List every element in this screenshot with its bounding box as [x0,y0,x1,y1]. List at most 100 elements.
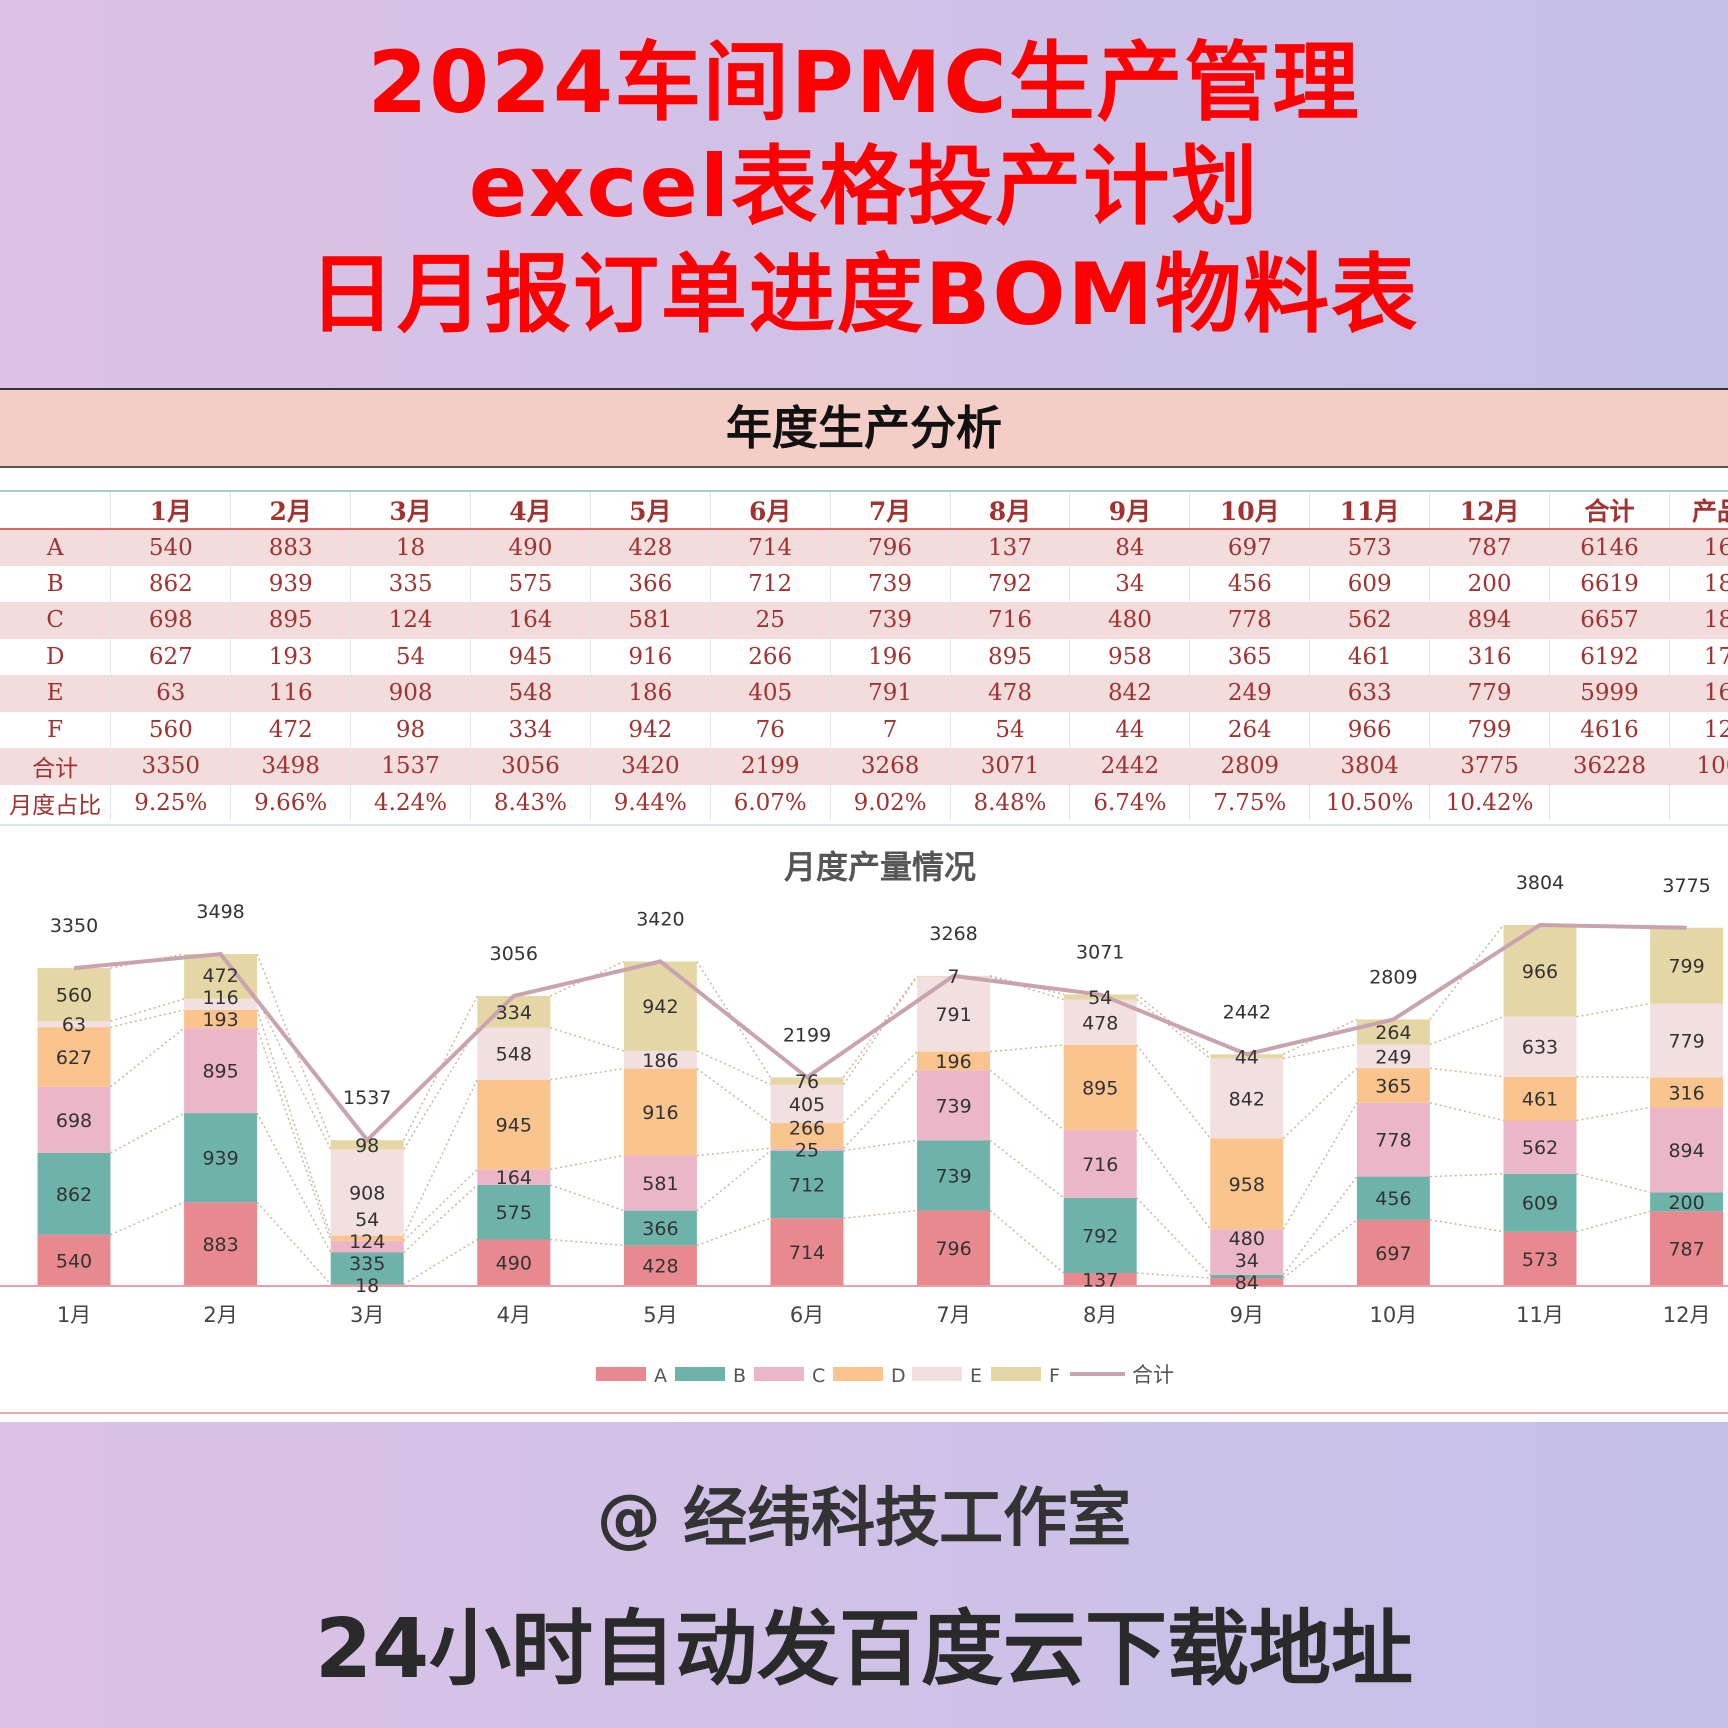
bar-segment-A [770,1218,844,1286]
table-cell: 3268 [830,748,951,785]
series-connector [989,1209,1065,1274]
data-label: 627 [56,1047,92,1069]
series-connector [1282,1067,1358,1139]
series-connector [403,1168,478,1242]
bar-segment-E [1063,999,1137,1045]
series-connector [550,1238,624,1247]
bar-segment-C [1210,1229,1284,1275]
column-header [0,491,112,530]
row-label: 合计 [0,748,112,785]
table-cell: 6.07% [710,784,831,821]
series-connector [403,1184,478,1254]
data-label: 894 [1668,1140,1704,1162]
data-label: 739 [935,1095,971,1117]
column-header: 6月 [710,491,831,530]
total-label: 3420 [636,908,684,930]
data-label: 633 [1522,1037,1558,1059]
data-label: 196 [935,1051,971,1073]
table-cell: 3350 [110,748,232,785]
x-tick-label: 11月 [1516,1303,1564,1327]
table-cell: 200 [1429,565,1551,602]
row-label: E [0,675,112,712]
data-label: 787 [1668,1239,1704,1261]
data-table: 1月2月3月4月5月6月7月8月9月10月11月12月合计产品占A5408831… [0,490,1728,821]
table-cell: 8.43% [470,784,591,821]
data-label: 25 [795,1139,819,1161]
data-label: 716 [1082,1154,1118,1176]
bar-segment-E [1356,1044,1430,1069]
title-line-1: 2024车间PMC生产管理 [367,33,1361,133]
table-cell: 739 [830,602,951,639]
series-connector [990,1044,1064,1053]
bar-segment-A [1063,1272,1137,1286]
table-cell: 573 [1309,529,1431,566]
table-cell: 560 [110,711,232,748]
total-label: 3056 [490,943,538,965]
bar-segment-B [623,1210,697,1246]
table-cell: 54 [950,711,1071,748]
table-cell: 76 [710,711,831,748]
bar-segment-C [37,1086,111,1153]
series-connector [110,1027,185,1088]
table-cell: 335 [350,565,471,602]
table-cell: 792 [950,565,1071,602]
column-header: 10月 [1189,491,1311,530]
row-label: F [0,711,112,748]
table-row: D 627 193 54 945 916 266 196 895 958 365 461 316 6192… [0,638,1728,675]
table-cell: 627 [110,638,232,675]
table-cell: 16.5 [1669,675,1728,712]
total-label: 3775 [1662,875,1710,897]
data-label: 548 [496,1044,532,1066]
series-connector [989,1139,1065,1199]
legend-swatch-B [675,1367,725,1381]
series-connector [842,1069,918,1149]
series-connector [1576,1173,1651,1194]
bar-segment-A [184,1202,258,1286]
series-connector [989,1069,1065,1131]
data-label: 581 [642,1173,678,1195]
table-cell: 3775 [1429,748,1551,785]
bar-segment-D [623,1068,697,1156]
series-connector [843,1209,918,1219]
total-label: 2442 [1223,1001,1271,1023]
data-label: 428 [642,1256,678,1278]
table-row: B 862 939 335 575 366 712 739 792 34 456 609 200 6619… [0,565,1728,602]
data-label: 966 [1522,961,1558,983]
data-label: 7 [948,966,960,988]
total-label: 3804 [1516,872,1564,894]
bar-segment-C [1650,1107,1724,1193]
table-cell [1669,784,1728,821]
bar-segment-A [1503,1231,1577,1286]
bar-segment-D [37,1027,111,1087]
table-cell: 791 [830,675,951,712]
bar-segment-D [1650,1077,1724,1108]
column-header: 产品占 [1669,491,1728,530]
legend-label: D [891,1365,906,1387]
table-cell: 9.66% [230,784,352,821]
total-label: 2199 [783,1024,831,1046]
legend-swatch-C [754,1367,804,1381]
series-connector [842,1051,918,1124]
data-label: 461 [1522,1089,1558,1111]
title-banner: 2024车间PMC生产管理 excel表格投产计划 日月报订单进度BOM物料表 [0,0,1728,388]
data-label: 697 [1375,1243,1411,1265]
series-connector [1576,1002,1651,1018]
bar-segment-F [1063,994,1137,1000]
bar-segment-B [477,1184,551,1240]
table-cell: 16.9 [1669,529,1728,566]
table-cell: 939 [230,565,352,602]
bar-segment-F [1650,927,1724,1004]
table-cell: 100.0 [1669,748,1728,785]
data-label: 792 [1082,1225,1118,1247]
table-cell: 883 [230,529,352,566]
table-cell: 316 [1429,638,1551,675]
bar-segment-E [917,976,991,1052]
series-connector [1136,999,1211,1060]
table-cell: 18.3 [1669,602,1728,639]
series-connector [696,1147,771,1157]
series-connector [843,1139,918,1152]
table-cell: 787 [1429,529,1551,566]
data-label: 63 [62,1014,86,1036]
column-header: 4月 [470,491,591,530]
